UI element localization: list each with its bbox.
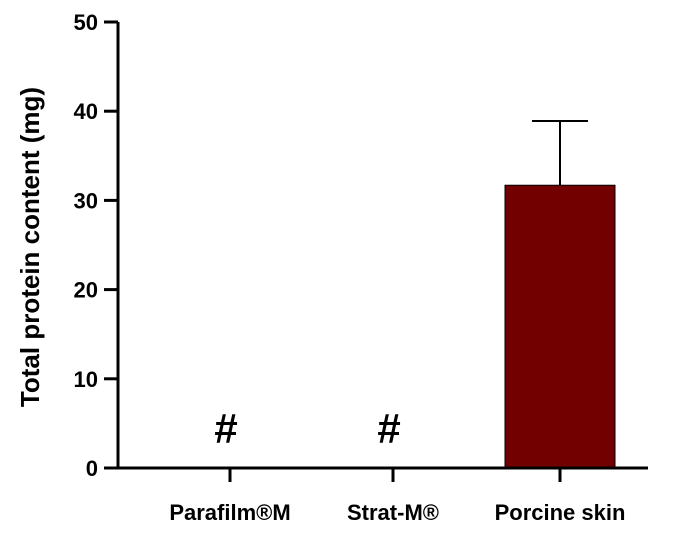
y-tick-label: 40 xyxy=(74,99,98,124)
y-axis-label: Total protein content (mg) xyxy=(15,87,45,407)
bars: # # xyxy=(214,120,616,469)
x-axis-ticks: Parafilm®M Strat-M® Porcine skin xyxy=(169,468,625,525)
y-tick-label: 50 xyxy=(74,10,98,35)
y-tick-label: 20 xyxy=(74,278,98,303)
x-tick-label: Parafilm®M xyxy=(169,500,290,525)
y-tick-label: 10 xyxy=(74,367,98,392)
y-tick-label: 30 xyxy=(74,188,98,213)
x-tick-label: Strat-M® xyxy=(347,500,439,525)
significance-marker: # xyxy=(214,405,237,452)
y-axis-ticks: 0 10 20 30 40 50 xyxy=(74,10,118,481)
bar xyxy=(504,184,616,469)
significance-marker: # xyxy=(377,405,400,452)
y-tick-label: 0 xyxy=(86,456,98,481)
x-tick-label: Porcine skin xyxy=(495,500,626,525)
